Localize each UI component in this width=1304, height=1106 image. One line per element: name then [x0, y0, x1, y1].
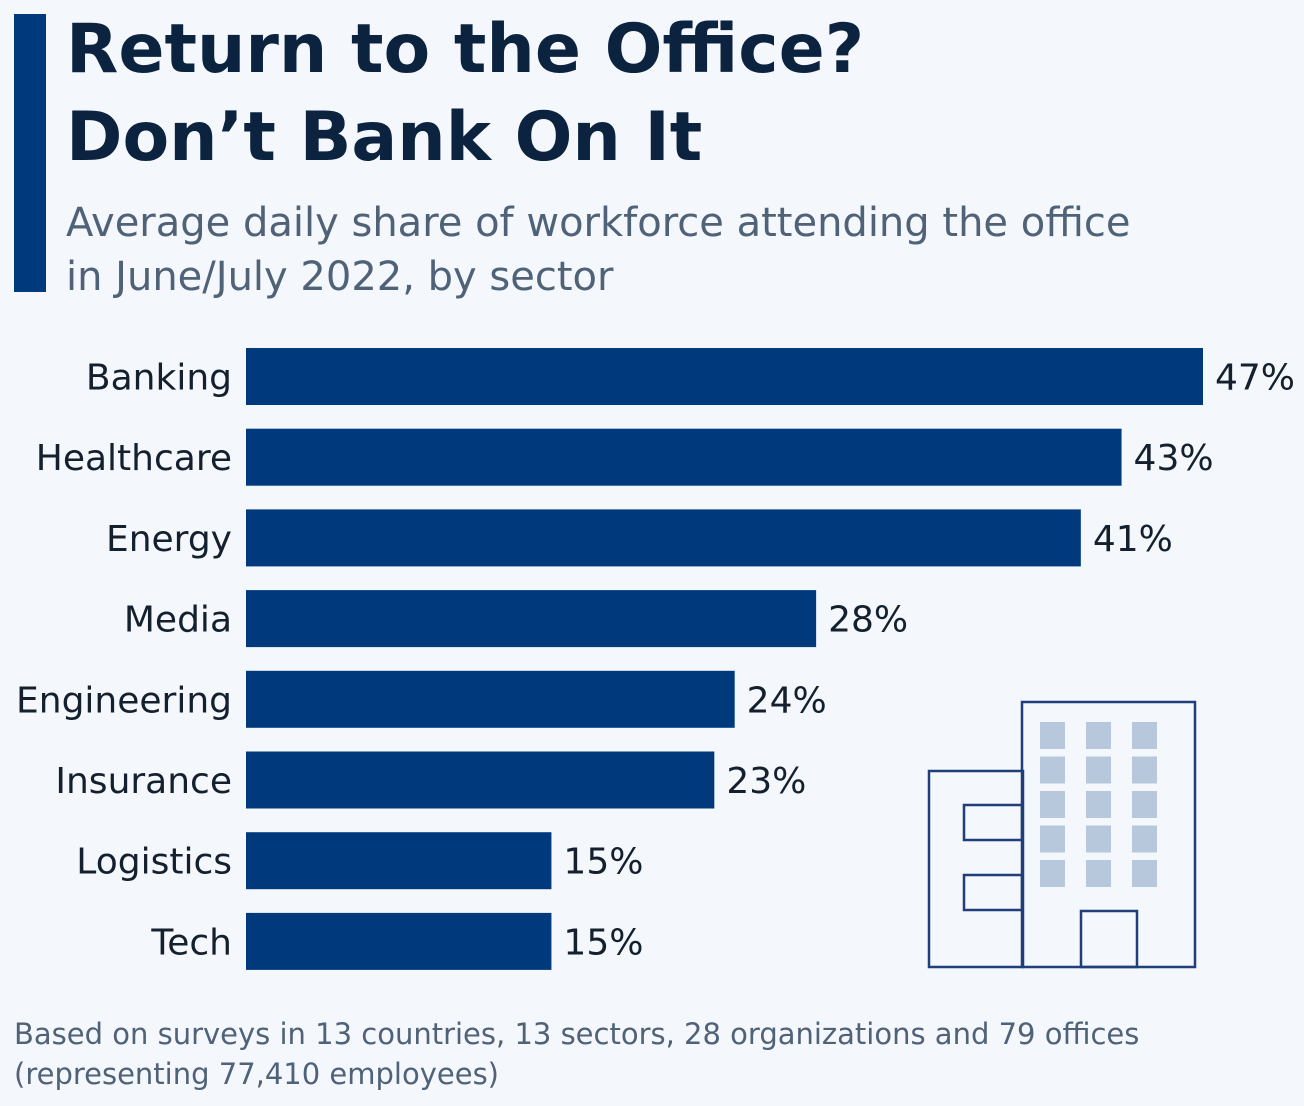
chart-title-line-1: Return to the Office? [66, 10, 865, 89]
bar-insurance [246, 751, 715, 809]
value-label-logistics: 15% [563, 842, 643, 883]
footnote: Based on surveys in 13 countries, 13 sec… [14, 1014, 1294, 1094]
building-window [1040, 756, 1065, 784]
building-window [1132, 791, 1157, 818]
building-window [1040, 791, 1065, 818]
value-label-media: 28% [828, 600, 908, 641]
value-label-engineering: 24% [747, 680, 827, 721]
chart-title: Return to the Office? Don’t Bank On It [66, 6, 1286, 182]
category-label-energy: Energy [106, 519, 232, 560]
bar-tech [246, 912, 552, 970]
category-label-healthcare: Healthcare [36, 438, 232, 479]
bars-layer: Banking 47% Healthcare 43% Energy 41% Media 28%… [16, 348, 1295, 970]
building-window [1086, 722, 1111, 749]
bar-healthcare [246, 428, 1122, 486]
building-window [1040, 825, 1065, 853]
building-awning-upper [962, 803, 1024, 842]
building-window [1132, 860, 1157, 887]
category-label-insurance: Insurance [55, 761, 232, 802]
building-annex [927, 769, 1025, 969]
footnote-line-2: (representing 77,410 employees) [14, 1057, 499, 1091]
building-window [1040, 722, 1065, 749]
category-label-logistics: Logistics [76, 842, 232, 883]
building-window [1132, 825, 1157, 853]
value-label-tech: 15% [563, 922, 643, 963]
office-building-icon [927, 700, 1197, 969]
bar-banking [246, 348, 1203, 405]
chart-subtitle: Average daily share of workforce attendi… [66, 196, 1286, 304]
value-label-energy: 41% [1093, 519, 1173, 560]
chart-subtitle-line-1: Average daily share of workforce attendi… [66, 200, 1131, 246]
chart-title-line-2: Don’t Bank On It [66, 98, 703, 177]
value-label-banking: 47% [1215, 358, 1295, 399]
chart-subtitle-line-2: in June/July 2022, by sector [66, 254, 614, 300]
bar-media [246, 590, 817, 648]
value-label-insurance: 23% [726, 761, 806, 802]
building-awning-lower [962, 873, 1024, 912]
bar-energy [246, 509, 1081, 567]
building-window [1040, 860, 1065, 887]
title-accent-bar [14, 14, 46, 292]
category-label-tech: Tech [150, 922, 232, 963]
building-window [1086, 756, 1111, 784]
bar-engineering [246, 670, 735, 728]
category-label-media: Media [124, 600, 232, 641]
building-window [1086, 825, 1111, 853]
building-window [1132, 722, 1157, 749]
category-label-engineering: Engineering [16, 680, 232, 721]
footnote-line-1: Based on surveys in 13 countries, 13 sec… [14, 1017, 1140, 1051]
building-door [1079, 909, 1139, 969]
building-window [1086, 791, 1111, 818]
value-label-healthcare: 43% [1134, 438, 1214, 479]
building-window [1086, 860, 1111, 887]
bar-logistics [246, 832, 552, 890]
category-label-banking: Banking [86, 358, 232, 399]
building-window [1132, 756, 1157, 784]
